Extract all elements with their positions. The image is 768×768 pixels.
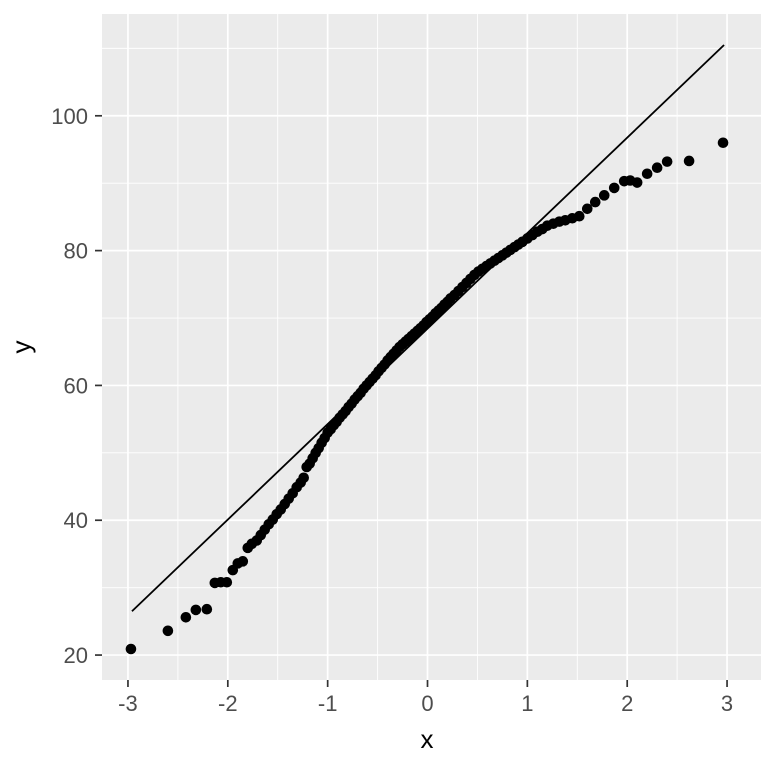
panel-background xyxy=(102,14,761,680)
y-tick-label: 40 xyxy=(64,508,88,533)
axis-ticks-and-labels: -3 -2 -1 0 1 2 3 20 40 60 80 100 xyxy=(51,104,733,716)
x-tick-label: -1 xyxy=(318,691,338,716)
plot-panel xyxy=(102,14,761,680)
y-tick-label: 20 xyxy=(64,643,88,668)
y-axis-title: y xyxy=(6,341,36,354)
data-point xyxy=(573,210,585,222)
x-axis-title: x xyxy=(421,724,434,754)
data-point xyxy=(298,472,309,484)
x-tick-label: 0 xyxy=(421,691,433,716)
data-series xyxy=(125,44,729,655)
x-tick-label: -3 xyxy=(118,691,138,716)
data-point xyxy=(162,625,174,637)
data-point xyxy=(180,612,192,623)
data-point xyxy=(237,556,249,567)
y-tick-label: 60 xyxy=(64,373,88,398)
data-point xyxy=(221,576,233,588)
data-point xyxy=(717,137,729,149)
data-point xyxy=(125,643,137,655)
data-point xyxy=(683,155,695,167)
data-point xyxy=(581,203,593,215)
y-tick-label: 100 xyxy=(51,104,88,129)
data-point xyxy=(190,604,202,616)
x-tick-label: 3 xyxy=(721,691,733,716)
data-point xyxy=(589,196,601,208)
x-tick-label: -2 xyxy=(218,691,238,716)
data-point xyxy=(661,156,673,167)
data-point xyxy=(608,182,620,194)
data-point xyxy=(631,177,643,188)
data-point xyxy=(598,190,610,201)
y-tick-label: 80 xyxy=(64,239,88,264)
x-tick-label: 1 xyxy=(521,691,533,716)
x-tick-label: 2 xyxy=(621,691,633,716)
data-point xyxy=(641,168,653,180)
data-point xyxy=(651,162,663,173)
data-point xyxy=(201,603,213,615)
